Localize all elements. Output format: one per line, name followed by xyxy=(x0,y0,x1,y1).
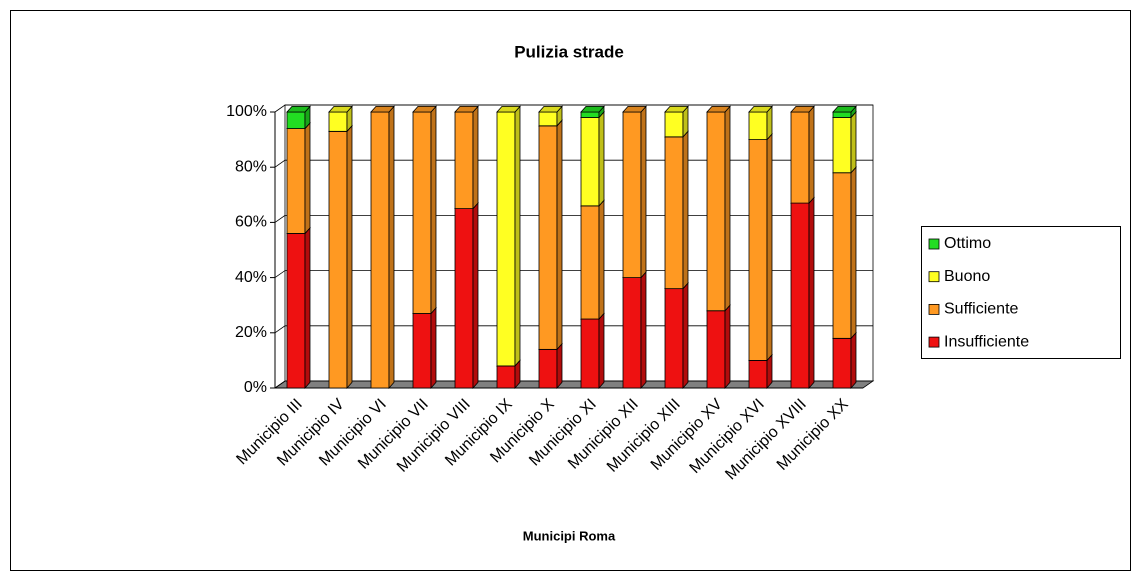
bar-segment xyxy=(622,277,642,389)
bar-segment xyxy=(664,111,684,138)
bar-side xyxy=(430,306,437,390)
bar-top xyxy=(664,106,689,113)
bar-segment xyxy=(412,111,432,314)
y-tick-label: 0% xyxy=(244,379,267,396)
bar-segment xyxy=(748,111,768,141)
bar-segment xyxy=(664,136,684,290)
bar-top xyxy=(496,106,521,113)
bar-segment xyxy=(538,348,558,389)
chart-title: Pulizia strade xyxy=(514,42,624,61)
y-tick-label: 100% xyxy=(226,103,267,120)
bar-side xyxy=(850,166,857,340)
bar-segment xyxy=(370,111,390,389)
bar-top xyxy=(580,106,605,113)
bar-segment xyxy=(286,233,306,389)
x-axis-title: Municipi Roma xyxy=(523,528,616,543)
bar-side xyxy=(598,110,605,207)
y-tick-label: 20% xyxy=(235,324,267,341)
bar-segment xyxy=(832,111,852,118)
bar-top xyxy=(790,106,815,113)
bar-side xyxy=(724,304,731,390)
bar-top xyxy=(286,106,311,113)
bar-side xyxy=(682,130,689,290)
bar-top xyxy=(370,106,395,113)
legend-swatch xyxy=(928,238,940,250)
bar-segment xyxy=(832,172,852,339)
legend-label: Ottimo xyxy=(944,235,991,252)
bar-side xyxy=(556,342,563,390)
bar-segment xyxy=(538,125,558,350)
bar-segment xyxy=(706,111,726,312)
bar-side xyxy=(808,105,815,205)
bar-segment xyxy=(748,359,768,389)
bar-segment xyxy=(790,111,810,204)
bar-segment xyxy=(538,111,558,127)
legend-label: Sufficiente xyxy=(944,301,1019,318)
bar-top xyxy=(454,106,479,113)
plot-floor xyxy=(273,380,875,389)
bar-side xyxy=(388,105,395,390)
legend-label: Insufficiente xyxy=(944,333,1029,350)
bar-top xyxy=(538,106,563,113)
bar-segment xyxy=(580,117,600,207)
bar-top xyxy=(328,106,353,113)
bar-segment xyxy=(580,111,600,118)
bar-side xyxy=(640,105,647,279)
legend-swatch xyxy=(928,336,940,348)
bar-segment xyxy=(832,337,852,389)
bar-segment xyxy=(328,111,348,132)
bar-side xyxy=(304,226,311,390)
bar-segment xyxy=(832,117,852,174)
legend-box xyxy=(921,226,1121,359)
bar-side xyxy=(472,201,479,390)
bar-segment xyxy=(748,139,768,361)
bar-side xyxy=(556,119,563,351)
bar-segment xyxy=(454,111,474,209)
bar-top xyxy=(412,106,437,113)
grid-line xyxy=(274,104,873,113)
bar-side xyxy=(514,105,521,367)
y-tick-label: 80% xyxy=(235,158,267,175)
legend-swatch xyxy=(928,271,940,283)
y-tick-label: 60% xyxy=(235,214,267,231)
bar-segment xyxy=(286,111,306,129)
bar-top xyxy=(622,106,647,113)
bar-side xyxy=(598,312,605,390)
bar-side xyxy=(346,124,353,390)
bar-side xyxy=(304,121,311,235)
bar-top xyxy=(748,106,773,113)
bar-top xyxy=(832,106,857,113)
bar-segment xyxy=(496,365,516,389)
bar-side xyxy=(808,196,815,390)
bar-segment xyxy=(664,288,684,389)
bar-segment xyxy=(580,318,600,389)
legend-label: Buono xyxy=(944,268,990,285)
bar-segment xyxy=(454,208,474,389)
bar-side xyxy=(850,331,857,390)
bar-side xyxy=(850,110,857,174)
bar-segment xyxy=(580,205,600,320)
legend-swatch xyxy=(928,303,940,315)
bar-segment xyxy=(790,202,810,389)
bar-side xyxy=(682,281,689,390)
bar-segment xyxy=(496,111,516,367)
bar-segment xyxy=(286,128,306,234)
bar-side xyxy=(472,105,479,210)
bar-side xyxy=(598,199,605,321)
y-tick-label: 40% xyxy=(235,269,267,286)
bar-side xyxy=(724,105,731,312)
bar-segment xyxy=(706,310,726,389)
bar-top xyxy=(706,106,731,113)
bar-segment xyxy=(412,313,432,389)
bar-segment xyxy=(622,111,642,279)
bar-segment xyxy=(328,130,348,389)
bar-side xyxy=(430,105,437,315)
bar-side xyxy=(640,270,647,390)
bar-side xyxy=(766,132,773,362)
